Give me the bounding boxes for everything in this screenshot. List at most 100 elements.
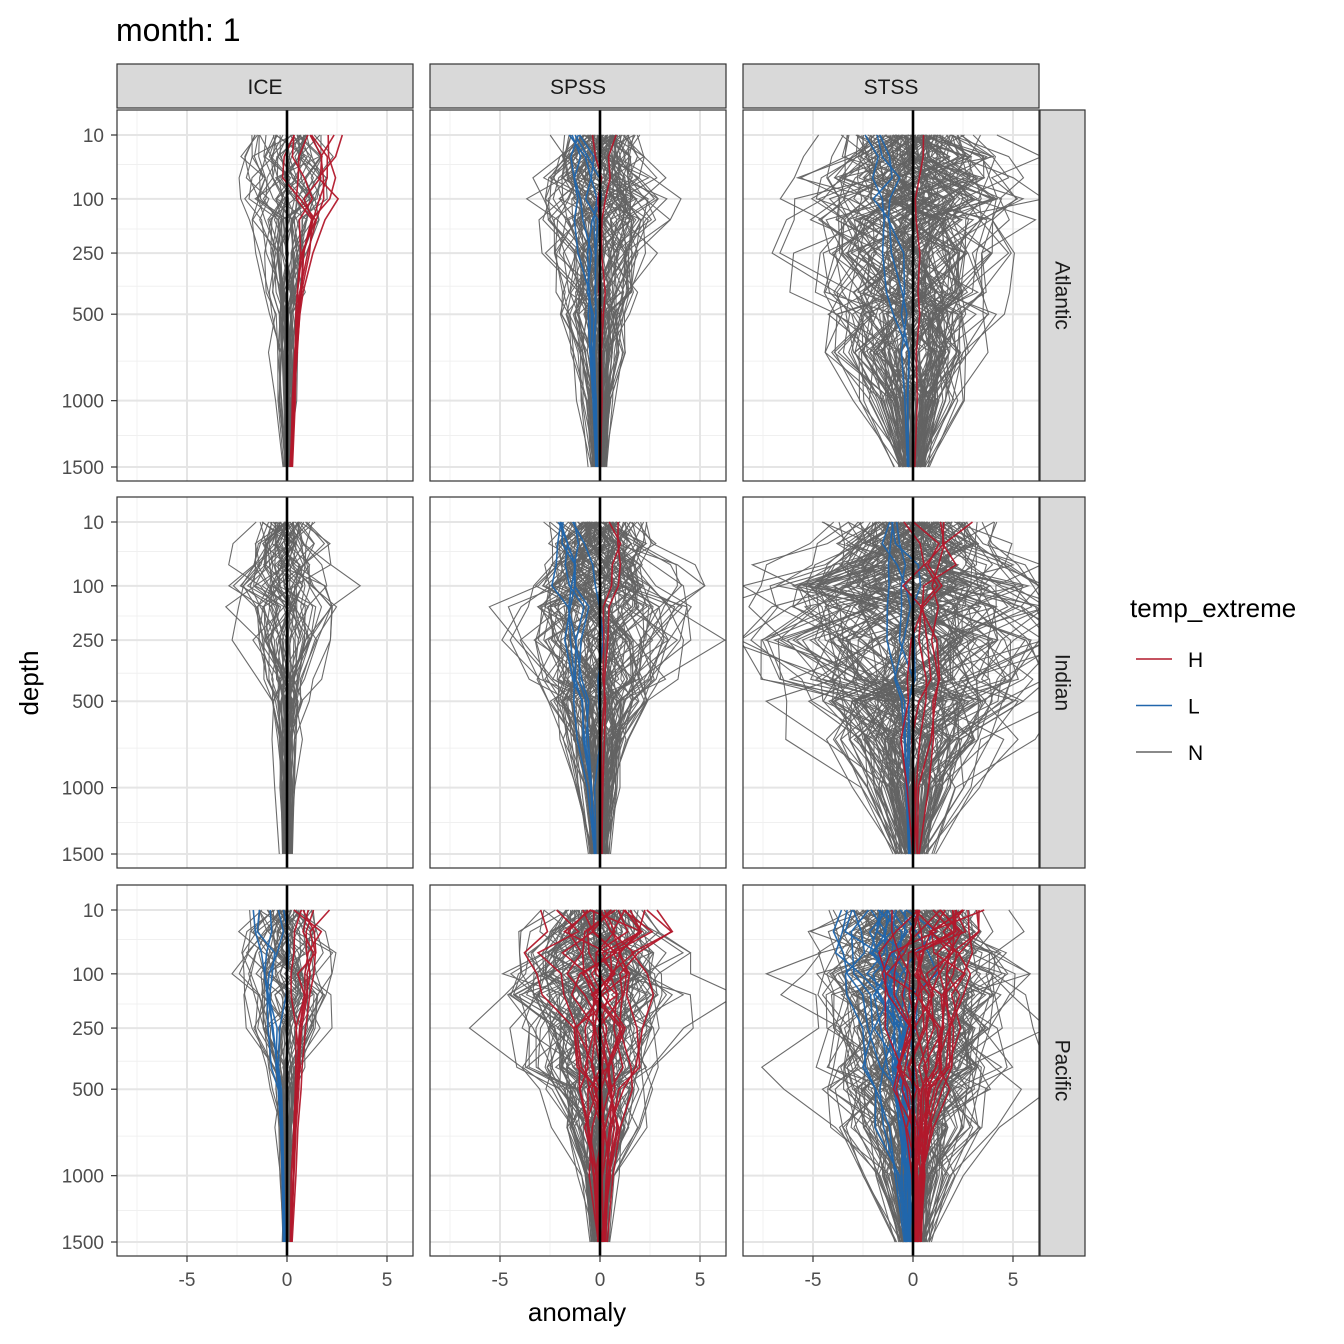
x-tick-label: 5 [382,1270,393,1291]
series-L [252,909,290,1243]
profile-line-L [850,909,908,1243]
series-L [881,521,922,855]
x-tick-label: 0 [282,1270,293,1291]
profile-line-N [921,909,991,1243]
facet-strip-label: Indian [1051,654,1074,711]
profile-line-N [840,521,972,855]
profile-line-N [895,909,976,1243]
profile-line-N [927,521,1039,855]
profile-line-N [263,134,285,468]
profile-line-L [872,909,908,1243]
profile-line-N [894,909,1002,1243]
profile-line-N [779,134,911,468]
panel-border [429,496,727,869]
profile-line-N [817,134,924,468]
profile-line-N [519,909,598,1243]
y-tick-label: 1000 [62,392,104,413]
profile-line-N [842,134,924,468]
series-H [289,909,331,1243]
profile-line-N [821,521,902,855]
profile-line-H [523,909,601,1243]
y-tick-label: 10 [83,126,104,147]
y-tick-label: 1500 [62,1233,104,1254]
profile-line-L [876,134,910,468]
legend-item-N: N [1136,742,1203,765]
profile-line-N [830,909,908,1243]
x-tick-label: -5 [492,1270,509,1291]
profile-line-N [264,134,293,468]
profile-line-L [560,521,596,855]
profile-line-N [468,909,600,1243]
profile-line-N [287,521,315,854]
y-tick-label: 250 [72,631,104,652]
profile-line-N [544,521,609,855]
profile-line-N [601,521,726,855]
profile-line-N [866,134,958,468]
legend-items: H LN [1136,649,1203,765]
profile-line-N [763,521,951,855]
profile-line-N [921,134,973,468]
legend: temp_extreme H LN [1130,593,1296,765]
profile-line-L [872,909,911,1243]
panel-border [742,884,1040,1257]
profile-line-N [825,134,937,468]
profile-line-N [603,521,706,855]
profile-line-N [555,134,596,468]
facet-strip-label: Atlantic [1051,261,1074,330]
panel-indian-stss [742,496,1040,869]
profile-line-H [606,909,673,1243]
panel-atlantic-spss [429,109,727,482]
y-tick-label: 10 [83,513,104,534]
profile-line-N [909,521,1026,855]
profile-line-N [851,134,955,468]
profile-line-H [289,909,303,1243]
profile-line-N [766,521,894,855]
legend-item-L: L [1136,696,1200,719]
profile-line-N [546,909,592,1243]
profile-line-H [601,521,622,855]
panel-background [117,885,413,1256]
profile-line-N [923,521,1039,855]
profile-line-H [289,134,337,468]
profile-line-N [553,134,597,468]
panel-atlantic-ice [116,109,414,482]
profile-line-H [891,909,920,1243]
panel-pacific-stss [742,884,1040,1257]
profile-line-N [560,521,648,855]
profile-line-N [283,909,315,1243]
profile-line-N [559,521,619,855]
panel-pacific-spss [429,884,727,1257]
series-N [771,134,1039,468]
profile-line-N [282,521,332,855]
profile-line-N [874,521,1039,855]
profile-line-N [606,134,672,468]
profile-line-H [914,134,925,468]
profile-line-N [544,134,593,468]
legend-label: H [1188,649,1203,672]
profile-line-H [885,909,943,1243]
panel-indian-ice [116,496,414,869]
panel-border [742,109,1040,482]
panel-border [429,884,727,1257]
series-H [914,134,925,468]
legend-label: L [1188,696,1200,719]
profile-line-H [600,521,622,854]
profile-line-H [916,521,973,855]
profile-line-N [923,134,1015,468]
profile-line-N [902,521,993,855]
profile-line-N [935,521,1039,855]
profile-line-N [847,134,931,468]
profile-line-N [845,909,940,1243]
facet-strip-label: ICE [247,76,282,99]
facet-strip-label: Pacific [1051,1040,1074,1102]
profile-line-N [878,134,927,468]
profile-line-N [850,134,975,468]
profile-line-H [920,909,985,1243]
profile-line-N [599,521,651,855]
profile-line-N [772,521,905,855]
profile-line-N [598,909,658,1243]
y-tick-label: 10 [83,901,104,922]
profile-line-N [904,134,977,468]
profile-line-N [841,134,920,468]
facet-strip-label: SPSS [550,76,606,99]
